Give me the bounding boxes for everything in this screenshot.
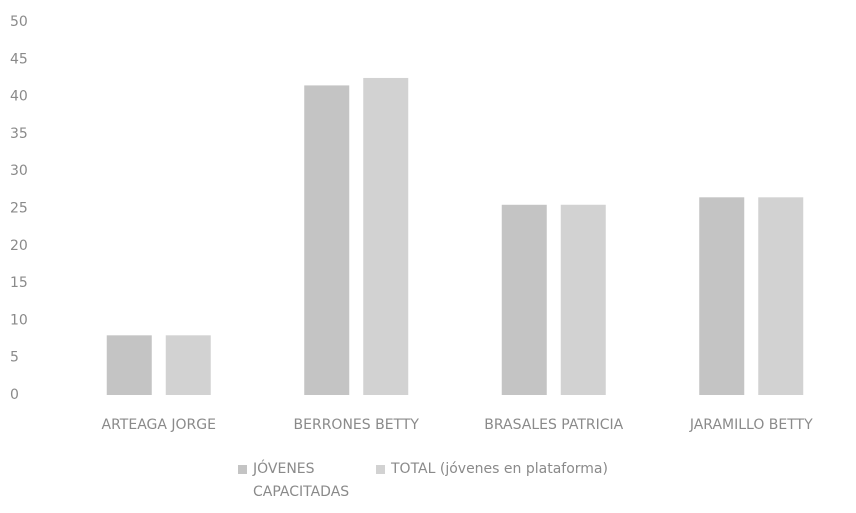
bar [304,85,350,395]
bar [758,197,804,395]
x-tick-label: ARTEAGA JORGE [102,417,216,433]
y-tick-label: 10 [10,312,28,328]
y-tick-label: 50 [10,14,28,30]
y-tick-label: 0 [10,387,19,403]
y-tick-label: 40 [10,89,28,105]
x-tick-label: JARAMILLO BETTY [689,417,813,433]
bar [106,335,152,395]
legend-label: JÓVENES CAPACITADAS [253,461,350,500]
bar [363,77,409,395]
y-tick-label: 20 [10,238,28,254]
bar [501,204,547,395]
y-tick-label: 45 [10,51,28,67]
bar [699,197,745,395]
legend-swatch [238,465,247,474]
y-tick-label: 30 [10,163,28,179]
y-tick-label: 15 [10,275,28,291]
legend: JÓVENES CAPACITADAS TOTAL (jóvenes en pla… [238,458,616,504]
y-tick-label: 25 [10,201,28,217]
y-tick-label: 5 [10,350,19,366]
bar [165,335,211,395]
bar [560,204,606,395]
legend-item: TOTAL (jóvenes en plataforma) [376,458,616,504]
x-tick-label: BERRONES BETTY [294,417,420,433]
y-tick-label: 35 [10,126,28,142]
x-tick-label: BRASALES PATRICIA [484,417,623,433]
legend-swatch [376,465,385,474]
legend-item: JÓVENES CAPACITADAS [238,458,368,504]
legend-label: TOTAL (jóvenes en plataforma) [391,461,608,477]
